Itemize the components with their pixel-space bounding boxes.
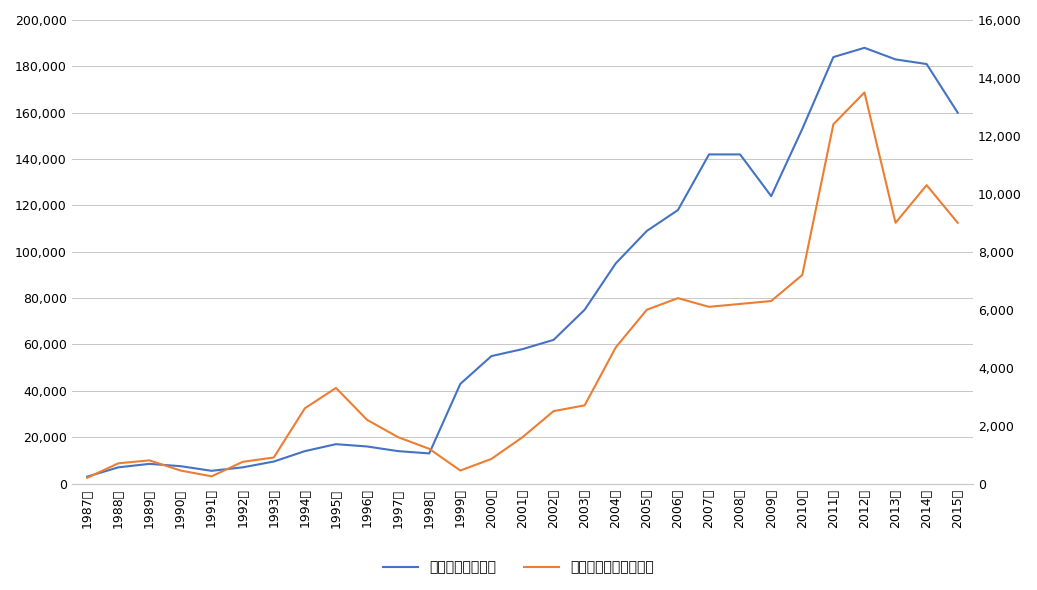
対中直接投資（右軸）	[361, 417, 373, 424]
対中直接投資（右軸）	[765, 297, 778, 304]
対中輸入（左軸）	[81, 473, 93, 480]
対中輸入（左軸）	[361, 443, 373, 450]
対中直接投資（右軸）	[236, 458, 249, 466]
対中輸入（左軸）	[454, 381, 467, 388]
対中輸入（左軸）	[952, 109, 964, 116]
対中直接投資（右軸）	[610, 344, 622, 351]
対中直接投資（右軸）	[330, 385, 342, 392]
対中直接投資（右軸）	[890, 219, 902, 227]
対中直接投資（右軸）	[952, 219, 964, 227]
対中直接投資（右軸）	[268, 454, 280, 461]
対中輸入（左軸）	[890, 56, 902, 63]
対中輸入（左軸）	[112, 464, 124, 471]
対中輸入（左軸）	[796, 126, 809, 133]
対中直接投資（右軸）	[112, 460, 124, 467]
対中直接投資（右軸）	[392, 434, 404, 441]
対中輸入（左軸）	[516, 346, 529, 353]
対中輸入（左軸）	[921, 61, 933, 68]
対中直接投資（右軸）	[548, 408, 560, 415]
対中輸入（左軸）	[330, 441, 342, 448]
対中直接投資（右軸）	[423, 445, 436, 453]
対中輸入（左軸）	[765, 192, 778, 199]
対中直接投資（右軸）	[81, 474, 93, 481]
対中輸入（左軸）	[485, 353, 498, 360]
対中直接投資（右軸）	[859, 89, 871, 96]
対中直接投資（右軸）	[516, 434, 529, 441]
Line: 対中輸入（左軸）: 対中輸入（左軸）	[87, 48, 958, 477]
対中輸入（左軸）	[392, 448, 404, 455]
対中輸入（左軸）	[641, 227, 653, 234]
対中直接投資（右軸）	[485, 455, 498, 463]
対中直接投資（右軸）	[174, 467, 187, 474]
対中輸入（左軸）	[548, 336, 560, 343]
対中輸入（左軸）	[268, 458, 280, 465]
対中直接投資（右軸）	[703, 303, 716, 310]
対中輸入（左軸）	[174, 463, 187, 470]
対中直接投資（右軸）	[641, 306, 653, 313]
対中直接投資（右軸）	[734, 300, 747, 307]
Legend: 対中輸入（左軸）, 対中直接投資（右軸）: 対中輸入（左軸）, 対中直接投資（右軸）	[377, 555, 660, 580]
対中輸入（左軸）	[299, 448, 311, 455]
対中直接投資（右軸）	[828, 121, 840, 128]
対中輸入（左軸）	[828, 54, 840, 61]
対中直接投資（右軸）	[143, 457, 156, 464]
対中輸入（左軸）	[859, 44, 871, 51]
対中直接投資（右軸）	[796, 271, 809, 278]
対中輸入（左軸）	[143, 460, 156, 467]
対中輸入（左軸）	[423, 450, 436, 457]
対中輸入（左軸）	[610, 260, 622, 267]
対中輸入（左軸）	[672, 206, 684, 214]
対中輸入（左軸）	[205, 467, 218, 474]
対中直接投資（右軸）	[299, 405, 311, 412]
対中輸入（左軸）	[703, 151, 716, 158]
対中輸入（左軸）	[734, 151, 747, 158]
対中輸入（左軸）	[236, 464, 249, 471]
対中直接投資（右軸）	[672, 294, 684, 301]
対中直接投資（右軸）	[579, 402, 591, 409]
対中直接投資（右軸）	[205, 473, 218, 480]
対中直接投資（右軸）	[921, 182, 933, 189]
Line: 対中直接投資（右軸）: 対中直接投資（右軸）	[87, 93, 958, 478]
対中輸入（左軸）	[579, 306, 591, 313]
対中直接投資（右軸）	[454, 467, 467, 474]
